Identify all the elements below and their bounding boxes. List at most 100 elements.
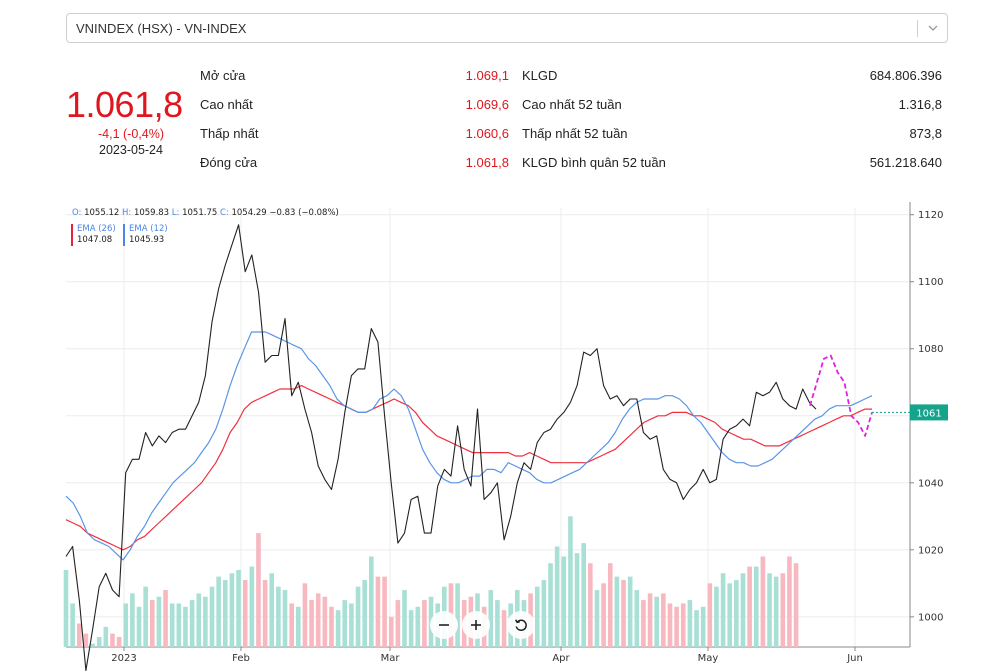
volume-bar [262,579,268,647]
ohlc-o: 1055.12 [84,208,120,218]
volume-bar [169,603,175,647]
quote-date: 2023-05-24 [99,143,163,157]
zoom-out-button[interactable] [430,611,458,639]
volume-bar [276,586,281,647]
ema12-legend: EMA (12) 1045.93 [123,224,168,246]
volume-bar [70,603,75,647]
volume-bar [269,573,275,647]
volume-bar [96,636,102,647]
volume-bar [375,576,381,647]
volume-bar [349,603,354,647]
volume-bar [415,606,421,647]
stat-label: Thấp nhất [200,126,259,141]
y-tick-label: 1080 [918,344,943,355]
volume-bar [355,586,361,647]
stat-label: Đóng cửa [200,155,258,170]
reset-zoom-button[interactable] [507,611,535,639]
ema12-line [65,331,873,561]
ohlc-c: 1054.29 [231,208,267,218]
volume-bar [63,569,69,647]
volume-bar [110,633,115,647]
ohlc-legend: O: 1055.12 H: 1059.83 L: 1051.75 C: 1054… [72,208,339,218]
volume-bar [183,606,188,647]
minus-icon [439,624,449,626]
volume-bar [388,616,394,647]
volume-bar [382,576,387,647]
x-tick-label: Apr [552,653,570,664]
volume-bar [627,576,633,647]
volume-bar [282,590,288,647]
ohlc-c-label: C: [219,208,229,218]
volume-bar [156,596,162,647]
volume-bar [289,603,294,647]
volume-bar [229,573,235,647]
symbol-select[interactable]: VNINDEX (HSX) - VN-INDEX [66,13,948,43]
volume-bar [455,583,460,647]
volume-bar [740,573,746,647]
volume-bar [574,553,580,647]
ohlc-h-label: H: [121,208,132,218]
volume-bar [422,600,427,647]
stat-label: Cao nhất [200,97,253,112]
volume-bar [621,579,626,647]
y-tick-label: 1020 [918,545,943,556]
volume-bar [302,583,308,647]
x-tick-label: Jun [846,653,863,664]
stat-value: 561.218.640 [869,155,942,170]
volume-bar [309,600,314,647]
volume-bar [647,593,653,647]
forecast-line [809,354,873,437]
volume-bar [787,556,792,647]
ema12-legend-name: EMA (12) [129,224,168,234]
volume-bar [196,593,202,647]
stat-label: KLGD bình quân 52 tuần [522,155,666,170]
volume-bar [123,603,129,647]
volume-bar [588,563,593,647]
volume-bar [654,596,660,647]
volume-bar [607,563,613,647]
volume-bar [103,626,109,647]
y-tick-label: 1040 [918,478,943,489]
chevron-down-icon[interactable] [928,23,938,33]
volume-bar [554,546,560,647]
volume-bar [163,590,168,647]
stat-value: 1.069,6 [465,97,509,112]
volume-bar [667,603,673,647]
price-chart[interactable]: 10001020104010601080110011202023FebMarAp… [0,200,998,671]
plus-icon [471,620,481,630]
volume-bar [143,586,148,647]
ema26-line [65,385,872,551]
current-price: 1.061,8 [66,84,183,125]
stat-value: 873,8 [909,126,942,141]
volume-bar [90,643,95,647]
last-price-tag [910,404,948,421]
y-tick-label: 1100 [918,277,943,288]
symbol-select-value: VNINDEX (HSX) - VN-INDEX [76,21,247,36]
volume-bar [149,600,155,647]
volume-bar [614,576,620,647]
volume-bar [767,573,772,647]
volume-bar [793,563,799,647]
volume-bar [694,610,699,647]
volume-bar [680,603,686,647]
stat-value: 1.060,6 [465,126,509,141]
volume-bar [315,593,321,647]
volume-bar [773,576,779,647]
volume-bar [687,600,693,647]
volume-bar [568,516,573,647]
volume-bar [342,600,348,647]
volume-bar [700,606,706,647]
stat-value: 1.316,8 [898,97,942,112]
volume-bar [548,563,553,647]
volume-bar [661,593,666,647]
x-tick-label: Feb [232,653,250,664]
last-price-tag-label: 1061 [916,408,941,419]
ema26-legend-name: EMA (26) [77,224,116,234]
ema26-legend-value: 1047.08 [77,235,113,245]
stat-label: Mở cửa [200,68,246,83]
volume-bar [242,579,248,647]
volume-bar [176,603,182,647]
select-separator [917,20,918,37]
stat-value: 1.069,1 [465,68,509,83]
zoom-in-button[interactable] [462,611,490,639]
